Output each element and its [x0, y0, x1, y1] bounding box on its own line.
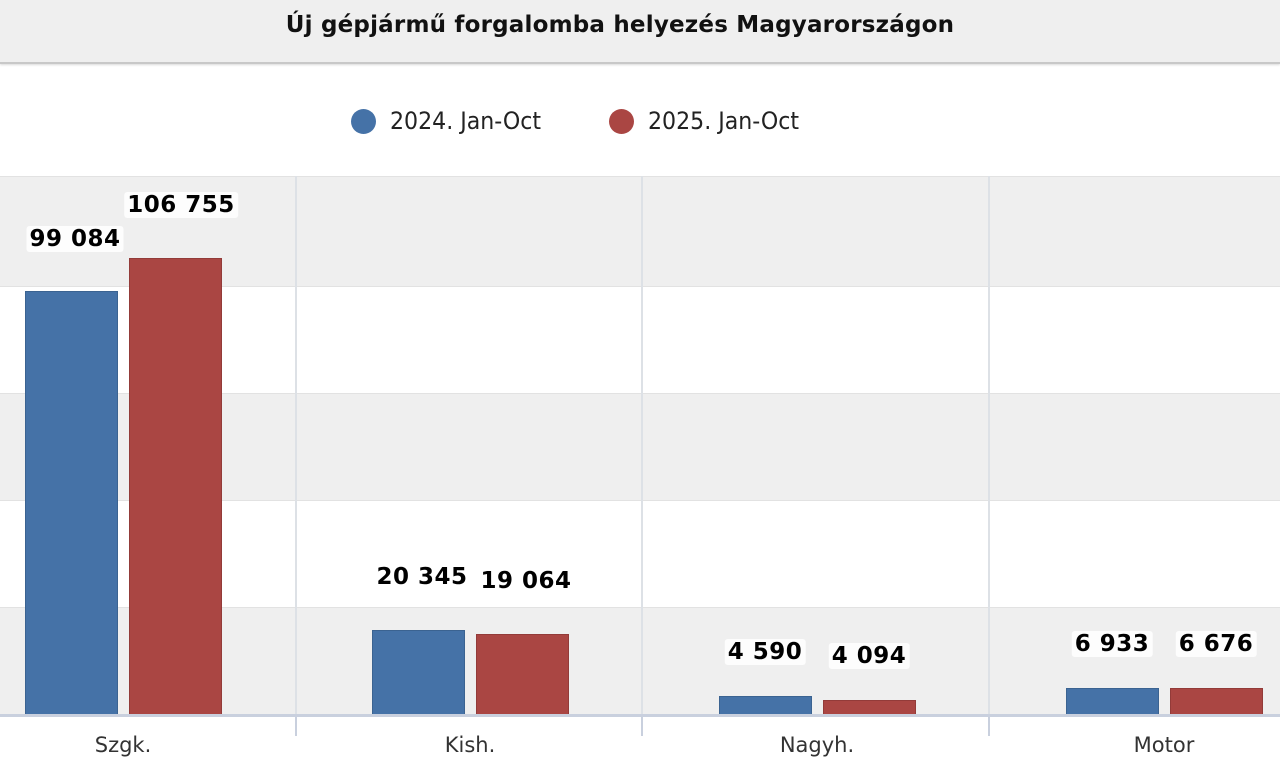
bar-szgk-2024[interactable]	[25, 291, 118, 715]
legend-item-2025[interactable]: 2025. Jan-Oct	[609, 104, 812, 138]
legend-label-2024: 2024. Jan-Oct	[390, 107, 542, 135]
bar-nagyh-2025[interactable]	[823, 700, 916, 715]
data-label: 4 590	[724, 639, 806, 665]
gridline	[0, 500, 1280, 501]
data-label: 6 933	[1071, 631, 1153, 657]
bar-szgk-2025[interactable]	[129, 258, 222, 715]
category-divider	[295, 176, 297, 715]
bar-kish-2025[interactable]	[476, 634, 569, 715]
data-label: 6 676	[1175, 631, 1257, 657]
data-label: 106 755	[124, 192, 238, 218]
chart-header: Új gépjármű forgalomba helyezés Magyaror…	[0, 0, 1280, 64]
gridline	[0, 393, 1280, 394]
chart-title: Új gépjármű forgalomba helyezés Magyaror…	[285, 12, 955, 38]
x-axis-tick	[295, 716, 297, 736]
data-label: 4 094	[828, 643, 910, 669]
category-divider	[641, 176, 643, 715]
bar-motor-2024[interactable]	[1066, 688, 1159, 715]
x-axis-tick	[641, 716, 643, 736]
category-divider	[988, 176, 990, 715]
legend-dot-icon-2025	[609, 108, 634, 134]
x-axis-label-nagyh: Nagyh.	[779, 733, 855, 757]
data-label: 99 084	[26, 226, 124, 252]
gridline	[0, 607, 1280, 608]
x-axis-tick	[988, 716, 990, 736]
x-axis-label-szgk: Szgk.	[94, 733, 152, 757]
legend-item-2024[interactable]: 2024. Jan-Oct	[351, 104, 554, 138]
legend: 2024. Jan-Oct 2025. Jan-Oct	[0, 104, 1280, 138]
data-label: 19 064	[477, 568, 575, 594]
data-label: 20 345	[373, 564, 471, 590]
x-axis-label-motor: Motor	[1133, 733, 1195, 757]
x-axis-line	[0, 714, 1280, 717]
x-axis-label-kish: Kish.	[444, 733, 496, 757]
bar-nagyh-2024[interactable]	[719, 696, 812, 715]
legend-dot-icon-2024	[351, 108, 376, 134]
bar-motor-2025[interactable]	[1170, 688, 1263, 715]
bar-kish-2024[interactable]	[372, 630, 465, 715]
legend-label-2025: 2025. Jan-Oct	[648, 107, 800, 135]
gridline	[0, 176, 1280, 177]
gridline	[0, 286, 1280, 287]
